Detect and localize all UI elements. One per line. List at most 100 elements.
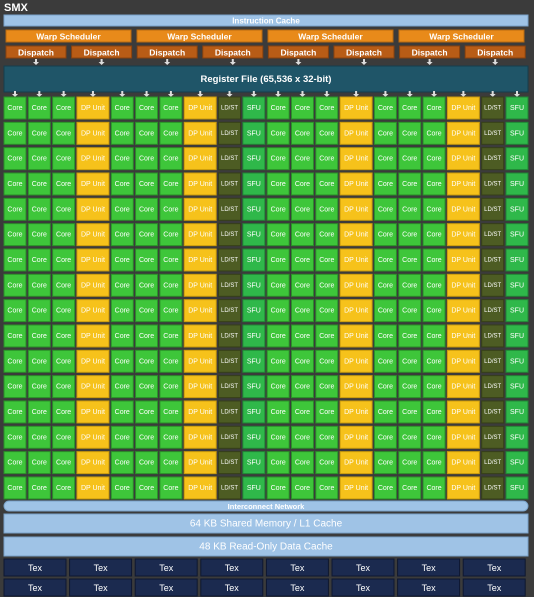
unit-dp-label: DP Unit bbox=[81, 282, 105, 289]
unit-core bbox=[373, 172, 397, 196]
unit-core-label: Core bbox=[319, 232, 334, 239]
unit-dp bbox=[446, 121, 480, 145]
arrow bbox=[382, 91, 389, 97]
unit-dp bbox=[339, 96, 373, 120]
unit-core bbox=[135, 375, 159, 399]
unit-core bbox=[422, 121, 446, 145]
arrow bbox=[60, 91, 67, 97]
unit-sfu-label: SFU bbox=[510, 409, 524, 416]
unit-core bbox=[290, 400, 314, 424]
unit-core-label: Core bbox=[319, 358, 334, 365]
dispatch bbox=[399, 45, 461, 59]
unit-core-label: Core bbox=[295, 181, 310, 188]
unit-core bbox=[27, 197, 51, 221]
unit-core-label: Core bbox=[319, 156, 334, 163]
tex-label: Tex bbox=[225, 583, 240, 593]
unit-core-label: Core bbox=[7, 206, 22, 213]
unit-dp-label: DP Unit bbox=[188, 308, 212, 315]
instruction-cache-label: Instruction Cache bbox=[232, 17, 300, 26]
unit-core-label: Core bbox=[56, 105, 71, 112]
unit-dp-label: DP Unit bbox=[344, 409, 368, 416]
unit-dp bbox=[76, 476, 110, 500]
unit-core bbox=[315, 299, 339, 323]
arrow bbox=[299, 91, 306, 97]
unit-dp bbox=[76, 121, 110, 145]
unit-core-label: Core bbox=[402, 181, 417, 188]
unit-dp bbox=[446, 476, 480, 500]
unit-core-label: Core bbox=[295, 308, 310, 315]
unit-core bbox=[398, 451, 422, 475]
unit-dp-label: DP Unit bbox=[81, 130, 105, 137]
unit-core-label: Core bbox=[271, 156, 286, 163]
unit-dp-label: DP Unit bbox=[344, 105, 368, 112]
unit-sfu-label: SFU bbox=[247, 384, 261, 391]
unit-core bbox=[422, 172, 446, 196]
unit-core-label: Core bbox=[139, 130, 154, 137]
unit-core-label: Core bbox=[56, 282, 71, 289]
unit-sfu bbox=[505, 223, 529, 247]
unit-dp-label: DP Unit bbox=[451, 460, 475, 467]
unit-core bbox=[135, 425, 159, 449]
unit-sfu bbox=[242, 223, 266, 247]
unit-core bbox=[422, 476, 446, 500]
unit-sfu-label: SFU bbox=[247, 130, 261, 137]
unit-core-label: Core bbox=[378, 308, 393, 315]
unit-core bbox=[52, 121, 76, 145]
unit-core-label: Core bbox=[426, 156, 441, 163]
unit-core-label: Core bbox=[402, 358, 417, 365]
unit-sfu bbox=[505, 324, 529, 348]
unit-core bbox=[422, 400, 446, 424]
unit-sfu bbox=[242, 273, 266, 297]
unit-core bbox=[110, 451, 134, 475]
arrow bbox=[98, 59, 105, 65]
unit-core-label: Core bbox=[426, 181, 441, 188]
unit-core bbox=[27, 324, 51, 348]
unit-core bbox=[266, 172, 290, 196]
unit-core-label: Core bbox=[319, 105, 334, 112]
unit-core bbox=[290, 96, 314, 120]
unit-core bbox=[290, 248, 314, 272]
unit-core bbox=[422, 223, 446, 247]
unit-ldst bbox=[481, 349, 505, 373]
unit-core-label: Core bbox=[271, 206, 286, 213]
unit-dp bbox=[76, 299, 110, 323]
unit-sfu-label: SFU bbox=[510, 308, 524, 315]
unit-core-label: Core bbox=[319, 257, 334, 264]
unit-core bbox=[315, 121, 339, 145]
tex-label: Tex bbox=[356, 583, 371, 593]
unit-core bbox=[135, 299, 159, 323]
unit-core-label: Core bbox=[115, 105, 130, 112]
unit-core bbox=[27, 375, 51, 399]
tex-label: Tex bbox=[422, 563, 437, 573]
unit-core-label: Core bbox=[295, 460, 310, 467]
unit-ldst bbox=[218, 349, 242, 373]
unit-core-label: Core bbox=[56, 409, 71, 416]
unit-core bbox=[159, 299, 183, 323]
unit-core bbox=[135, 248, 159, 272]
unit-core-label: Core bbox=[56, 257, 71, 264]
arrow bbox=[226, 91, 233, 97]
unit-core-label: Core bbox=[139, 257, 154, 264]
unit-sfu-label: SFU bbox=[510, 358, 524, 365]
unit-core bbox=[52, 476, 76, 500]
unit-dp bbox=[76, 96, 110, 120]
unit-core bbox=[266, 299, 290, 323]
unit-dp-label: DP Unit bbox=[344, 130, 368, 137]
unit-core-label: Core bbox=[32, 460, 47, 467]
unit-sfu bbox=[505, 147, 529, 171]
unit-core bbox=[52, 425, 76, 449]
unit-core bbox=[398, 273, 422, 297]
unit-core-label: Core bbox=[271, 434, 286, 441]
unit-core bbox=[27, 147, 51, 171]
unit-core-label: Core bbox=[139, 434, 154, 441]
arrow bbox=[164, 59, 171, 65]
unit-core bbox=[315, 172, 339, 196]
unit-core bbox=[290, 476, 314, 500]
unit-ldst-label: LD/ST bbox=[221, 181, 238, 187]
unit-core-label: Core bbox=[402, 105, 417, 112]
unit-core bbox=[110, 400, 134, 424]
unit-dp-label: DP Unit bbox=[344, 485, 368, 492]
unit-core-label: Core bbox=[139, 333, 154, 340]
arrow bbox=[275, 91, 282, 97]
unit-dp-label: DP Unit bbox=[451, 232, 475, 239]
